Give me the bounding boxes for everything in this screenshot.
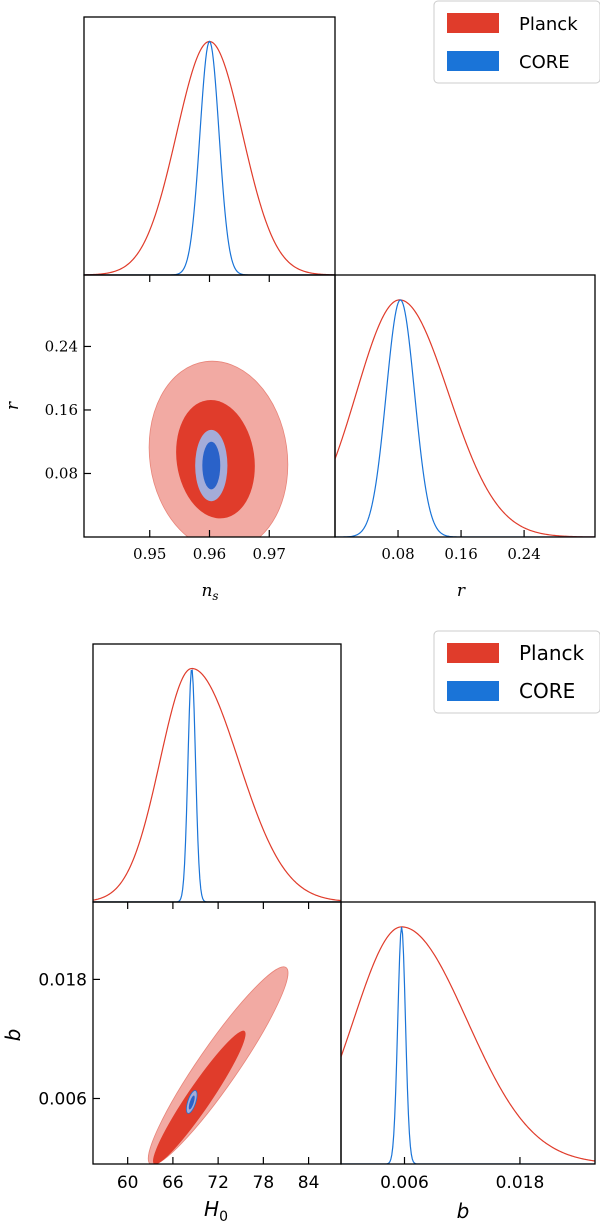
legend-swatch-planck (447, 13, 499, 33)
contour-planck-68 (152, 1030, 246, 1164)
x-axis-label-ns: ns (201, 581, 218, 603)
legend-swatch-core (447, 51, 499, 71)
b-marginal-panel: 0.006 0.018 (340, 901, 596, 1193)
x-tick-label: 0.24 (507, 545, 540, 563)
x-tick-label: 0.16 (444, 545, 477, 563)
x-tick-label: 0.97 (253, 545, 286, 563)
x-axis-label-b: b (457, 1199, 470, 1223)
y-tick-label: 0.24 (45, 338, 78, 356)
ns-r-joint-panel: 0.95 0.96 0.97 0.24 0.16 0.08 (45, 274, 336, 563)
legend-1: Planck CORE (433, 0, 600, 84)
h0-b-joint-panel: 60 66 72 78 84 0.018 0.006 (38, 901, 342, 1193)
x-tick-label: 0.08 (381, 545, 414, 563)
legend-label-planck: Planck (519, 14, 578, 35)
r-marginal-core (335, 299, 595, 537)
x-tick-label: 0.018 (496, 1173, 545, 1193)
y-tick-label: 0.006 (38, 1089, 87, 1109)
y-tick-label: 0.018 (38, 970, 87, 990)
x-tick-label: 72 (207, 1173, 229, 1193)
x-axis-label-r: r (457, 581, 466, 601)
panel-frame (92, 643, 342, 903)
x-tick-label: 0.95 (133, 545, 166, 563)
ns-marginal-core (84, 40, 335, 275)
x-tick-label: 60 (117, 1173, 139, 1193)
contours (147, 966, 289, 1164)
contour-core-68 (202, 441, 221, 490)
triangle-plot-2: 60 66 72 78 84 0.018 0.006 0.006 0.018 H0 b b P… (1, 630, 600, 1225)
panel-frame (83, 16, 336, 276)
h0-marginal-panel (92, 643, 342, 903)
triangle-plot-1: 0.95 0.96 0.97 0.24 0.16 0.08 0.08 0.16 0.24 ns… (3, 0, 600, 603)
ns-marginal-planck (84, 40, 335, 275)
y-axis-label-r: r (3, 401, 23, 410)
b-marginal-planck (341, 926, 595, 1162)
x-tick-label: 66 (162, 1173, 184, 1193)
contours (148, 360, 289, 537)
contour-core-68 (188, 1095, 195, 1110)
x-tick-label: 0.006 (380, 1173, 429, 1193)
legend-swatch-core (447, 681, 499, 701)
b-marginal-core (341, 926, 595, 1164)
y-tick-label: 0.08 (45, 465, 78, 483)
y-tick-label: 0.16 (45, 401, 78, 419)
r-marginal-panel: 0.08 0.16 0.24 (334, 274, 596, 563)
h0-marginal-planck (93, 667, 341, 902)
legend-label-core: CORE (519, 679, 575, 703)
legend-2: Planck CORE (433, 630, 600, 714)
ns-marginal-panel (83, 16, 336, 276)
panel-frame (340, 901, 596, 1165)
x-axis-label-h0: H0 (204, 1197, 228, 1225)
legend-label-core: CORE (519, 52, 570, 73)
x-tick-label: 84 (298, 1173, 320, 1193)
x-tick-label: 78 (253, 1173, 275, 1193)
legend-swatch-planck (447, 643, 499, 663)
r-marginal-planck (335, 299, 595, 537)
panel-frame (334, 274, 596, 538)
y-axis-label-b: b (1, 1029, 25, 1042)
legend-label-planck: Planck (519, 641, 585, 665)
x-tick-label: 0.96 (193, 545, 226, 563)
